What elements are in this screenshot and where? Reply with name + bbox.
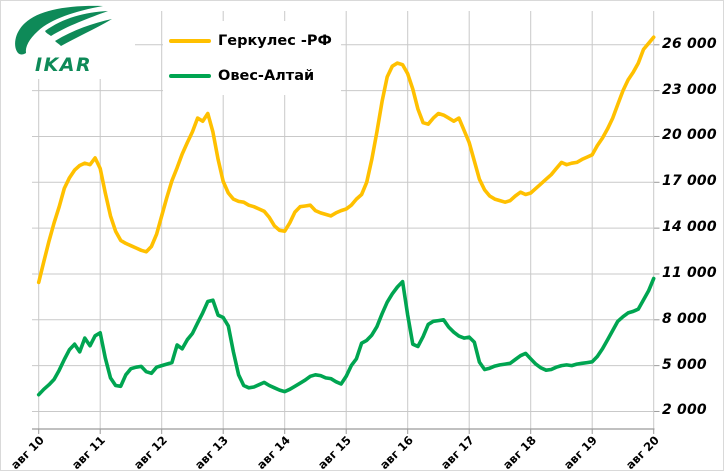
y-axis-label: 2 000 <box>662 402 707 419</box>
legend-line-swatch-green <box>169 73 211 78</box>
legend-label-oats-altai: Овес-Алтай <box>218 67 315 84</box>
legend-item-oats-altai: Овес-Алтай <box>169 68 341 84</box>
ikar-swoosh-icon <box>55 19 112 46</box>
y-axis-label: 20 000 <box>662 127 717 144</box>
legend-line-swatch-yellow <box>169 38 211 43</box>
series-line-oats-altai <box>36 276 656 397</box>
ikar-swoosh-icon <box>45 11 108 36</box>
y-axis-label: 11 000 <box>662 264 717 281</box>
y-axis-label: 8 000 <box>662 310 707 327</box>
y-axis-label: 14 000 <box>662 219 717 236</box>
ikar-logo-text: IKAR <box>35 54 92 76</box>
ikar-logo: IKAR <box>5 3 135 79</box>
series-line-hercules-rf <box>36 35 656 285</box>
ikar-logo-graphic: IKAR <box>15 5 112 76</box>
y-axis-label: 26 000 <box>662 35 717 52</box>
legend-item-hercules-rf: Геркулес -РФ <box>169 33 341 49</box>
legend-label-hercules-rf: Геркулес -РФ <box>218 32 332 49</box>
ikar-swoosh-icon <box>15 5 103 55</box>
y-axis-label: 5 000 <box>662 356 707 373</box>
chart-legend: Геркулес -РФ Овес-Алтай <box>163 21 341 95</box>
y-axis-label: 17 000 <box>662 173 717 190</box>
y-axis-label: 23 000 <box>662 81 717 98</box>
